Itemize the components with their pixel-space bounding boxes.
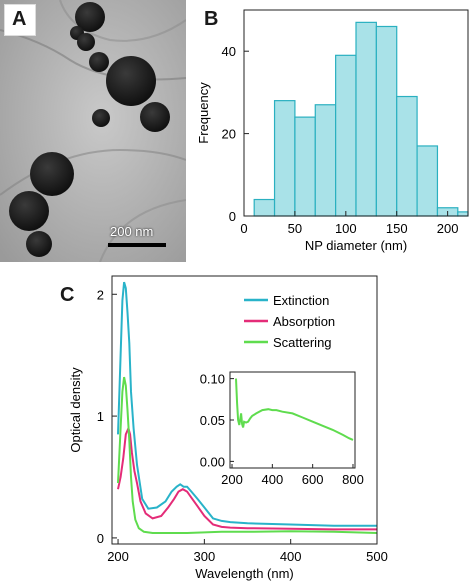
histogram-bar [253, 198, 276, 217]
histogram-bar [314, 104, 337, 217]
nanoparticle [26, 231, 52, 257]
panel-letter-a: A [12, 8, 27, 30]
y-axis-label: Frequency [196, 82, 211, 144]
x-tick-label: 200 [437, 221, 459, 236]
x-axis-label: NP diameter (nm) [305, 238, 407, 253]
inset-y-tick-label: 0.00 [200, 454, 225, 469]
histogram-chart: 0 50 100 150 200 0 20 40 NP diameter (nm) Frequen… [196, 9, 469, 253]
spectra-panel: C 200 300 400 500 0 1 2 Wavelength (nm) Optical … [0, 262, 474, 582]
series-line-extinction [117, 281, 377, 527]
nanoparticles [9, 2, 170, 257]
y-tick-label: 1 [97, 409, 104, 424]
inset-x-tick-label: 600 [302, 472, 324, 487]
histogram-bar [457, 211, 469, 217]
plot-frame [111, 275, 378, 545]
histogram-bar [294, 116, 316, 217]
nanoparticle [106, 56, 156, 106]
y-axis-label: Optical density [68, 367, 83, 453]
nanoparticle [9, 191, 49, 231]
nanoparticle [92, 109, 110, 127]
tem-micrograph-panel: A 200 nm [0, 0, 187, 263]
y-tick-label: 20 [222, 127, 236, 142]
x-tick-label: 50 [288, 221, 302, 236]
y-tick-label: 0 [229, 209, 236, 224]
film-edge [99, 199, 187, 263]
x-axis-label: Wavelength (nm) [195, 566, 294, 581]
legend-label: Scattering [273, 335, 332, 350]
panel-letter-box [4, 4, 36, 36]
legend-label: Extinction [273, 293, 329, 308]
y-tick-label: 2 [97, 287, 104, 302]
nanoparticle [77, 33, 95, 51]
nanoparticle [30, 152, 74, 196]
scale-bar-label: 200 nm [110, 224, 154, 239]
plot-frame [243, 9, 469, 217]
inset-frame [229, 371, 356, 469]
inset-series-line [235, 378, 354, 441]
histogram-bar [355, 21, 377, 217]
x-tick-label: 400 [280, 549, 302, 564]
nanoparticle [89, 52, 109, 72]
x-tick-label: 150 [386, 221, 408, 236]
x-tick-label: 300 [194, 549, 216, 564]
inset-x-tick-label: 400 [261, 472, 283, 487]
spectra-chart: 200 300 400 500 0 1 2 Wavelength (nm) Optical de… [68, 275, 388, 581]
series-line-scattering [117, 376, 378, 534]
histogram-bar [273, 100, 296, 217]
histogram-bar [416, 145, 439, 217]
inset-x-tick-label: 200 [221, 472, 243, 487]
scale-bar [108, 243, 166, 247]
histogram-bar [396, 95, 418, 217]
legend-label: Absorption [273, 314, 335, 329]
panel-letter-b: B [204, 8, 219, 30]
panel-letter-c: C [60, 284, 75, 306]
histogram-bar [335, 54, 357, 217]
x-tick-label: 0 [240, 221, 247, 236]
y-tick-label: 0 [97, 531, 104, 546]
x-tick-label: 200 [107, 549, 129, 564]
histogram-panel: B 0 50 100 150 200 0 20 40 NP diameter (nm) Frequ… [186, 0, 474, 262]
inset-y-tick-label: 0.05 [200, 413, 225, 428]
tem-image [0, 0, 187, 263]
histogram-bar [375, 25, 398, 217]
inset-y-tick-label: 0.10 [200, 372, 225, 387]
nanoparticle [140, 102, 170, 132]
nanoparticle [75, 2, 105, 32]
inset-x-tick-label: 800 [342, 472, 364, 487]
x-tick-label: 500 [366, 549, 388, 564]
film-edge [59, 0, 187, 42]
x-tick-label: 100 [335, 221, 357, 236]
y-tick-label: 40 [222, 44, 236, 59]
